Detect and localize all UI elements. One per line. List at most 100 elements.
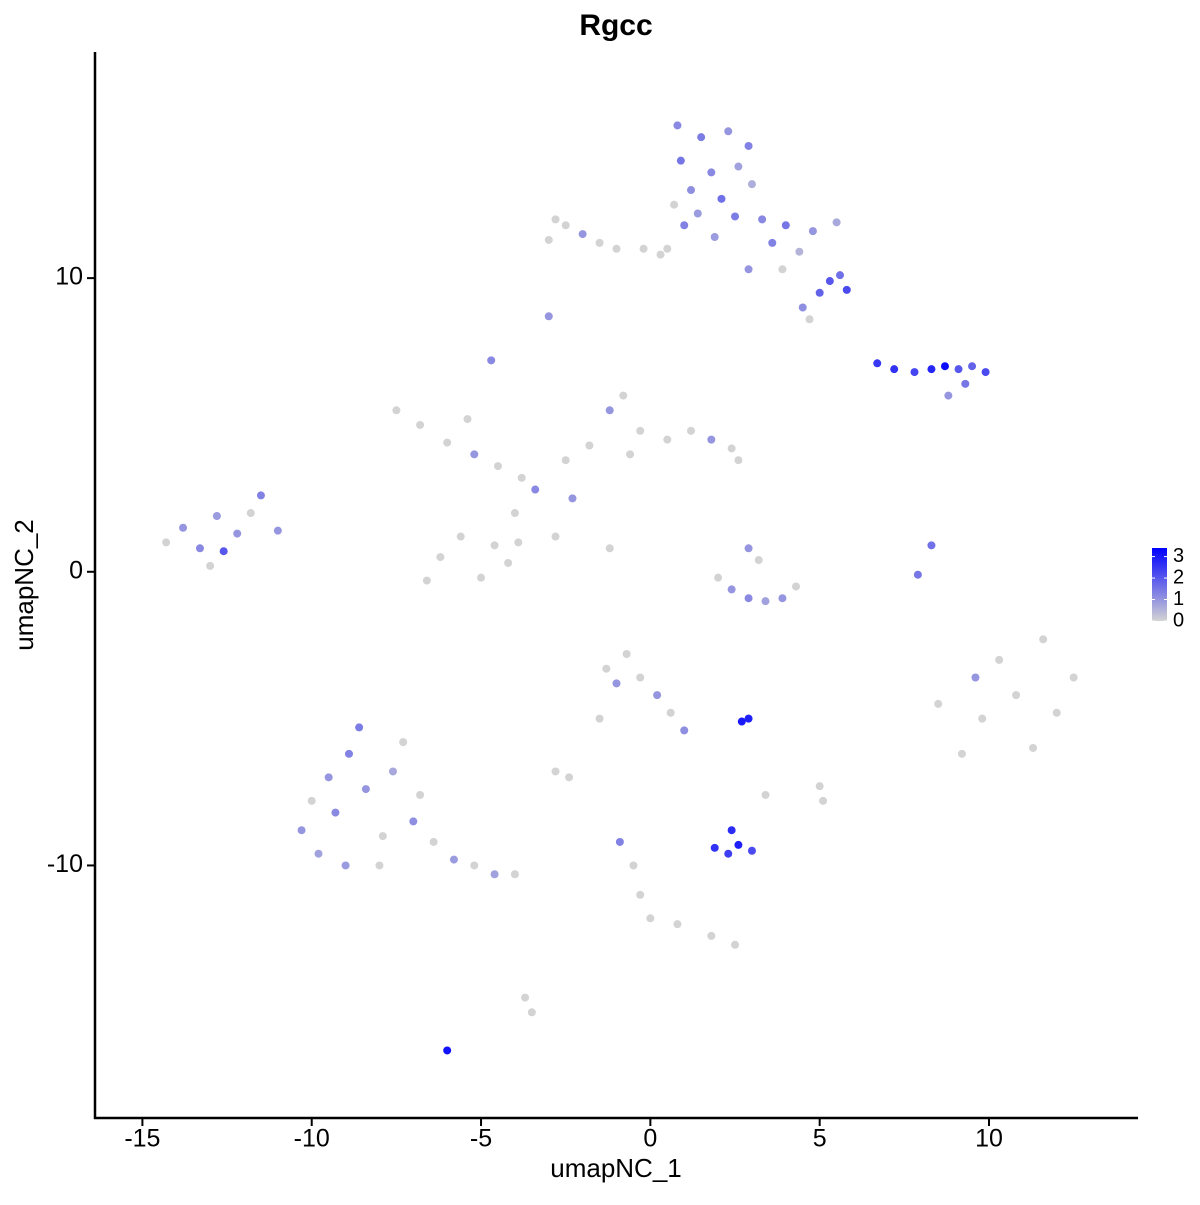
x-tick-label: -15 — [124, 1125, 160, 1153]
cell-point — [361, 785, 370, 794]
cell-point — [568, 494, 577, 503]
colorbar-label: 2 — [1173, 566, 1184, 588]
cell-point — [595, 714, 604, 723]
cell-point — [714, 573, 723, 582]
cell-point — [727, 585, 736, 594]
cell-point — [219, 547, 228, 556]
cell-point — [825, 277, 834, 286]
cell-point — [331, 808, 340, 817]
cell-point — [639, 244, 648, 253]
cell-point — [680, 726, 689, 735]
cell-point — [487, 356, 496, 365]
cell-point — [758, 215, 767, 224]
cell-point — [687, 186, 695, 195]
cell-point — [578, 230, 587, 239]
cell-point — [602, 664, 611, 673]
cell-point — [724, 127, 733, 136]
cell-point — [206, 561, 215, 570]
cell-point — [233, 529, 242, 538]
cell-point — [470, 861, 479, 870]
cell-point — [297, 826, 306, 835]
cell-point — [934, 699, 943, 708]
cell-point — [670, 200, 679, 209]
cell-point — [314, 849, 323, 858]
cell-point — [273, 526, 282, 535]
cell-point — [416, 420, 425, 429]
cell-point — [768, 238, 777, 247]
cell-point — [449, 855, 458, 864]
cell-point — [954, 365, 963, 374]
cell-point — [981, 368, 990, 377]
cell-point — [819, 796, 828, 805]
cell-point — [531, 485, 540, 494]
cell-point — [815, 782, 824, 791]
cell-point — [544, 235, 553, 244]
cell-point — [734, 162, 743, 171]
cell-point — [666, 708, 675, 717]
cell-point — [778, 594, 787, 603]
cell-point — [927, 365, 936, 374]
cell-point — [707, 168, 716, 177]
x-axis-label: umapNC_1 — [550, 1153, 682, 1183]
cell-point — [710, 843, 719, 852]
cell-point — [754, 556, 763, 565]
cell-point — [344, 749, 353, 758]
cell-point — [527, 1008, 536, 1017]
cell-point — [551, 767, 560, 776]
cell-point — [761, 597, 770, 606]
cell-point — [389, 767, 397, 776]
cell-point — [612, 679, 621, 688]
cell-point — [636, 890, 645, 899]
cell-point — [646, 914, 655, 923]
cell-point — [561, 221, 570, 230]
cell-point — [612, 244, 621, 253]
cell-point — [493, 462, 502, 471]
cell-point — [693, 209, 702, 218]
cell-point — [968, 362, 977, 371]
cell-point — [744, 141, 753, 150]
cell-point — [307, 796, 316, 805]
cell-point — [456, 532, 465, 541]
cell-point — [392, 406, 401, 415]
cell-point — [504, 558, 513, 567]
cell-point — [676, 156, 685, 165]
cell-point — [463, 415, 472, 424]
cell-point — [1039, 635, 1048, 644]
cell-point — [212, 511, 221, 520]
cell-point — [734, 456, 743, 465]
cell-point — [429, 837, 438, 846]
cell-point — [256, 491, 265, 500]
cell-point — [747, 180, 756, 189]
colorbar-label: 3 — [1173, 545, 1184, 567]
cell-point — [490, 870, 499, 879]
cell-point — [995, 655, 1004, 664]
cell-point — [636, 426, 645, 435]
cell-point — [717, 194, 726, 203]
colorbar-label: 1 — [1173, 588, 1184, 610]
cell-point — [1069, 673, 1078, 682]
cell-point — [656, 250, 665, 259]
cell-point — [697, 133, 706, 142]
cell-point — [490, 541, 499, 550]
cell-point — [957, 749, 966, 758]
cell-point — [409, 817, 418, 826]
x-tick-label: 0 — [643, 1125, 657, 1153]
cell-point — [727, 444, 736, 453]
cell-point — [422, 576, 431, 585]
chart-title: Rgcc — [579, 9, 652, 42]
cell-point — [653, 691, 662, 700]
cell-point — [663, 244, 672, 253]
cell-point — [443, 438, 452, 447]
cell-point — [798, 303, 807, 312]
cell-point — [734, 840, 743, 849]
cell-point — [619, 391, 628, 400]
x-tick-label: 10 — [975, 1125, 1003, 1153]
cell-point — [510, 870, 519, 879]
cell-point — [551, 215, 560, 224]
cell-point — [1029, 743, 1038, 752]
cell-point — [737, 717, 746, 726]
cell-point — [744, 594, 753, 603]
cell-point — [544, 312, 553, 321]
cell-point — [629, 861, 638, 870]
